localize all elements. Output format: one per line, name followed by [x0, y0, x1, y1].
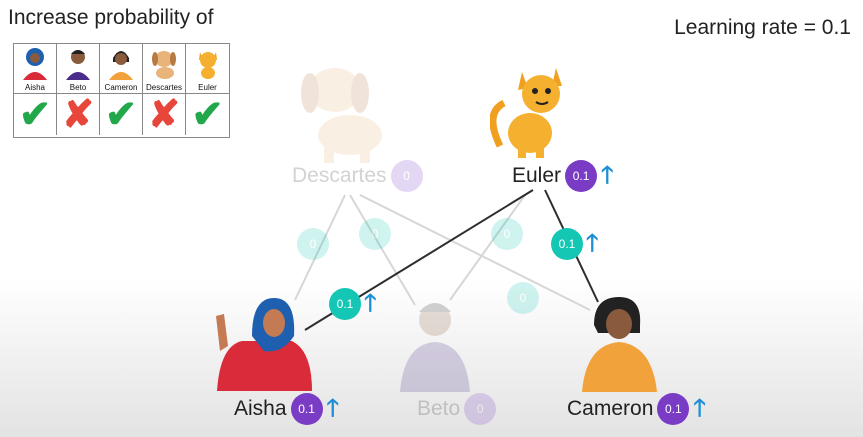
node-euler: Euler 0.1 🡑 [512, 160, 614, 192]
cameron-icon [109, 51, 133, 80]
table-cell-beto: Beto [57, 44, 100, 94]
table-name: Beto [69, 83, 87, 92]
edge-weight-badge: 0 [359, 218, 391, 250]
table-name: Aisha [24, 83, 45, 92]
beto-icon [66, 50, 90, 80]
up-arrow-icon: 🡑 [693, 395, 706, 422]
node-value-badge: 0.1 [290, 393, 323, 425]
node-descartes: Descartes 0 [292, 160, 423, 192]
mark-descartes: ✘ [143, 94, 186, 135]
node-aisha: Aisha 0.1 🡑 [234, 393, 339, 425]
up-arrow-icon: 🡑 [364, 290, 377, 317]
cross-icon: ✘ [148, 94, 180, 135]
edge-euler-aisha-weight: 0.1 🡑 [329, 288, 376, 320]
node-name: Cameron [567, 397, 654, 420]
node-cameron: Cameron 0.1 🡑 [567, 393, 706, 425]
mark-beto: ✘ [57, 94, 100, 135]
beto-icon [400, 303, 470, 392]
check-icon: ✔ [105, 94, 137, 135]
table-cell-cameron: Cameron [100, 44, 143, 94]
learning-rate-label: Learning rate = 0.1 [674, 16, 851, 39]
edge-weight-badge: 0.1 [329, 288, 361, 320]
node-value-badge: 0 [390, 160, 423, 192]
dog-icon [301, 68, 382, 163]
cameron-icon [582, 297, 657, 392]
edge-weight-badge: 0.1 [551, 228, 583, 260]
edge-weight-badge: 0 [491, 218, 523, 250]
cat-icon [490, 68, 562, 158]
node-value-badge: 0 [464, 393, 497, 425]
probability-table: Aisha Beto Cameron Descartes Euler ✔ ✘ ✔… [13, 43, 230, 138]
faded-edges [294, 194, 591, 311]
up-arrow-icon: 🡑 [586, 230, 599, 257]
node-value-badge: 0.1 [657, 393, 690, 425]
mark-aisha: ✔ [14, 94, 57, 135]
aisha-icon [23, 48, 47, 80]
table-cell-euler: Euler [186, 44, 229, 94]
edge-weight-badge: 0 [507, 282, 539, 314]
up-arrow-icon: 🡑 [601, 162, 614, 189]
table-name: Descartes [145, 83, 182, 92]
table-cell-descartes: Descartes [143, 44, 186, 94]
edge-weight-badge: 0 [297, 228, 329, 260]
mark-euler: ✔ [186, 94, 229, 135]
mark-cameron: ✔ [100, 94, 143, 135]
edge-euler-cameron-weight: 0.1 🡑 [551, 228, 598, 260]
table-cell-aisha: Aisha [14, 44, 57, 94]
check-icon: ✔ [191, 94, 224, 135]
node-beto: Beto 0 [417, 393, 497, 425]
up-arrow-icon: 🡑 [326, 395, 340, 422]
table-name: Cameron [104, 83, 138, 92]
title: Increase probability of [8, 6, 214, 29]
node-name: Aisha [234, 397, 287, 420]
cat-icon [198, 52, 217, 79]
table-name: Euler [198, 83, 217, 92]
node-value-badge: 0.1 [565, 160, 598, 192]
node-name: Beto [417, 397, 461, 420]
aisha-icon [216, 298, 312, 391]
dog-icon [152, 51, 176, 79]
node-name: Descartes [292, 164, 387, 187]
node-name: Euler [512, 164, 562, 187]
cross-icon: ✘ [62, 94, 94, 135]
check-icon: ✔ [19, 94, 51, 135]
